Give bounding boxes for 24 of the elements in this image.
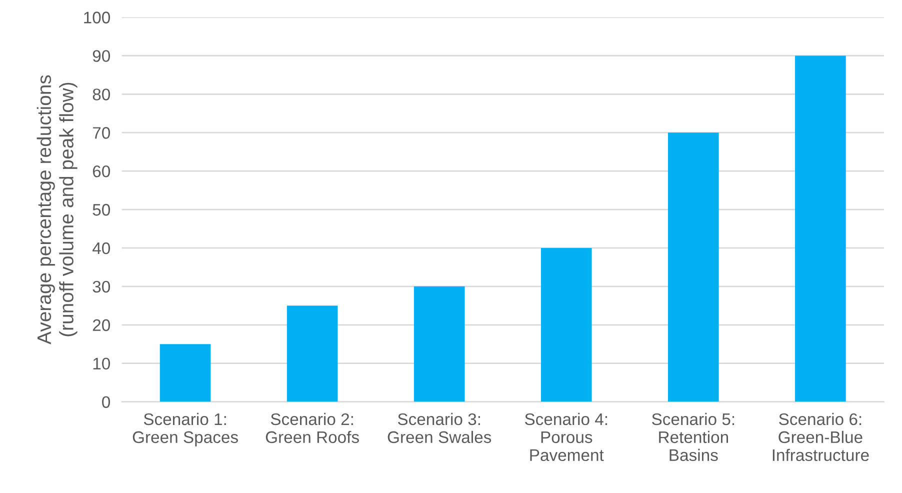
y-tick-label: 70 <box>92 127 110 139</box>
y-axis-title: Average percentage reductions (runoff volume and peak flow) <box>36 75 78 344</box>
y-tick-label: 40 <box>92 242 110 254</box>
y-tick-label: 10 <box>93 358 110 370</box>
bar <box>414 286 465 402</box>
y-tick-label: 100 <box>84 12 110 24</box>
x-tick-label: Scenario 4: Porous Pavement <box>524 412 608 462</box>
y-tick-label: 20 <box>92 319 110 332</box>
y-tick-label: 50 <box>92 204 110 216</box>
x-tick-label: Scenario 6: Green-Blue Infrastructure <box>772 412 869 462</box>
x-tick-label: Scenario 3: Green Swales <box>388 412 492 444</box>
x-tick-label: Scenario 5: Retention Basins <box>652 412 734 462</box>
bar <box>668 132 719 402</box>
y-tick-label: 60 <box>92 165 110 178</box>
bar <box>540 248 592 402</box>
bar <box>795 56 846 402</box>
y-tick-label: 80 <box>92 88 110 100</box>
y-tick-label: 0 <box>102 396 110 408</box>
y-tick-label: 90 <box>92 50 110 62</box>
bar <box>286 306 338 402</box>
x-tick-label: Scenario 2: Green Roofs <box>266 412 359 444</box>
bar <box>160 344 211 402</box>
x-tick-label: Scenario 1: Green Spaces <box>132 412 238 446</box>
y-tick-label: 30 <box>92 280 110 293</box>
